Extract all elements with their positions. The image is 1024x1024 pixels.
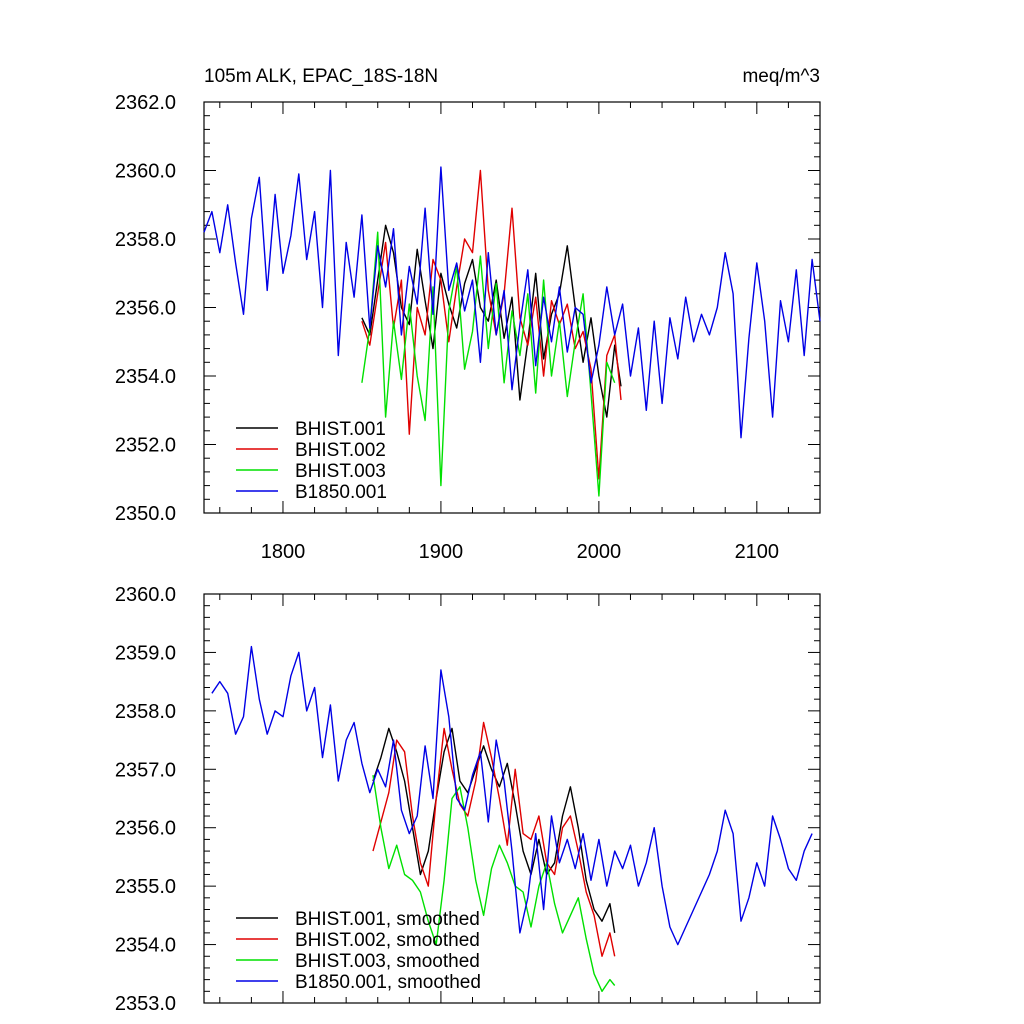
y-tick-label-2360: 2360.0 [115,161,176,183]
top-y-tick-labels: 2350.0 2352.0 2354.0 2356.0 2358.0 2360.… [115,92,176,525]
legend-label-b1850-001-smoothed: B1850.001, smoothed [295,972,481,993]
top-panel: 105m ALK, EPAC_18S-18N meq/m^3 1800 1900… [115,66,821,563]
y-tick-label-2359: 2359.0 [115,642,176,664]
y-tick-label-2356: 2356.0 [115,298,176,320]
top-legend: BHIST.001 BHIST.002 BHIST.003 B1850.001 [236,419,387,503]
y-tick-label-2362: 2362.0 [115,92,176,114]
chart-title: 105m ALK, EPAC_18S-18N [204,66,438,87]
legend-label-bhist-002: BHIST.002 [295,440,386,461]
y-tick-label-2352: 2352.0 [115,435,176,457]
x-tick-label-2100: 2100 [735,541,780,563]
top-series-lines [203,166,821,497]
bottom-y-tick-labels: 2353.0 2354.0 2355.0 2356.0 2357.0 2358.… [115,584,176,1015]
units-label: meq/m^3 [742,66,820,87]
y-tick-label-2354: 2354.0 [115,366,176,388]
bottom-series-lines [211,645,813,992]
series-line-b1850-001 [203,166,821,439]
x-tick-label-1900: 1900 [419,541,464,563]
legend-label-bhist-001-smoothed: BHIST.001, smoothed [295,909,480,930]
bottom-ticks [204,593,821,1004]
y-tick-label-2355: 2355.0 [115,876,176,898]
series-line-bhist-003 [361,231,616,497]
y-tick-label-2350: 2350.0 [115,503,176,525]
bottom-plot-frame [203,593,821,1004]
series-line-b1850-001-smoothed [211,645,813,946]
bottom-legend: BHIST.001, smoothed BHIST.002, smoothed … [236,909,481,993]
top-ticks [204,101,821,514]
y-tick-label-2358: 2358.0 [115,229,176,251]
y-tick-label-2354: 2354.0 [115,935,176,957]
legend-label-bhist-001: BHIST.001 [295,419,386,440]
legend-label-b1850-001: B1850.001 [295,482,387,503]
bottom-panel: 2353.0 2354.0 2355.0 2356.0 2357.0 2358.… [115,584,821,1015]
y-tick-label-2356: 2356.0 [115,818,176,840]
x-tick-label-1800: 1800 [261,541,306,563]
top-x-tick-labels: 1800 1900 2000 2100 [261,541,779,563]
y-tick-label-2353: 2353.0 [115,993,176,1015]
legend-label-bhist-003: BHIST.003 [295,461,386,482]
series-line-bhist-003-smoothed [372,774,616,992]
x-tick-label-2000: 2000 [577,541,622,563]
legend-label-bhist-002-smoothed: BHIST.002, smoothed [295,930,480,951]
y-tick-label-2360: 2360.0 [115,584,176,606]
y-tick-label-2358: 2358.0 [115,701,176,723]
legend-label-bhist-003-smoothed: BHIST.003, smoothed [295,951,480,972]
y-tick-label-2357: 2357.0 [115,759,176,781]
